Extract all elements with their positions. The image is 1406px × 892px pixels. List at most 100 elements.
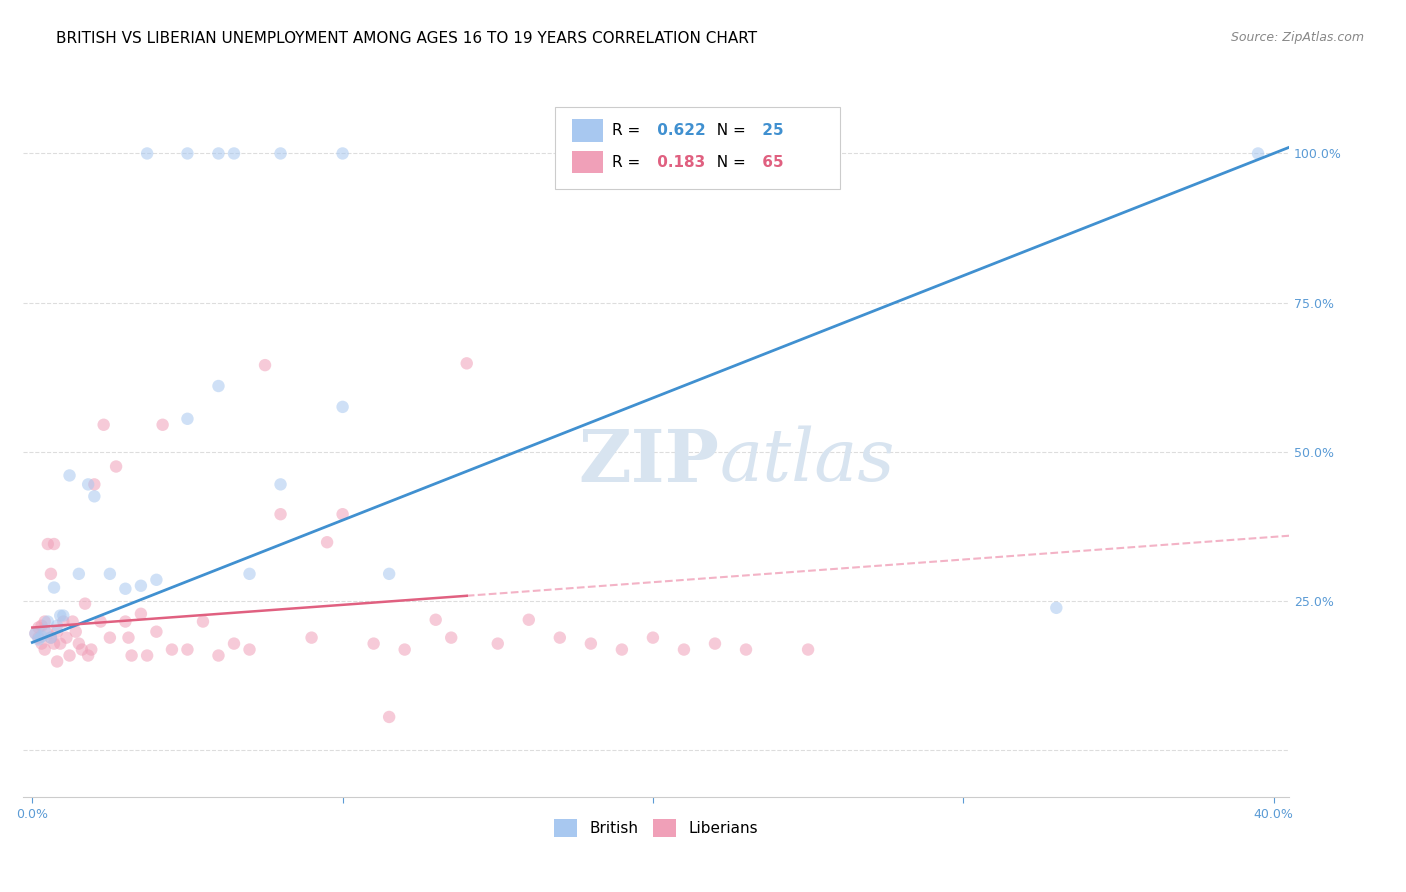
FancyBboxPatch shape xyxy=(555,107,839,189)
Point xyxy=(55,631,77,645)
Point xyxy=(735,642,758,657)
Point xyxy=(238,642,260,657)
Point xyxy=(67,637,90,651)
Point xyxy=(704,637,727,651)
Point xyxy=(301,631,323,645)
Point xyxy=(425,613,447,627)
Point xyxy=(58,468,80,483)
Text: R =: R = xyxy=(612,154,640,169)
Point xyxy=(332,400,354,414)
Point xyxy=(129,579,152,593)
Point xyxy=(42,581,65,595)
Point xyxy=(80,642,103,657)
Point xyxy=(46,655,69,669)
Text: 0.183: 0.183 xyxy=(652,154,706,169)
Text: 65: 65 xyxy=(758,154,785,169)
Point xyxy=(52,608,75,623)
Point xyxy=(270,146,292,161)
Point xyxy=(394,642,416,657)
Point xyxy=(332,146,354,161)
Point xyxy=(222,637,245,651)
Text: BRITISH VS LIBERIAN UNEMPLOYMENT AMONG AGES 16 TO 19 YEARS CORRELATION CHART: BRITISH VS LIBERIAN UNEMPLOYMENT AMONG A… xyxy=(56,31,758,46)
Point xyxy=(67,566,90,581)
Point xyxy=(39,631,62,645)
Point xyxy=(207,648,229,663)
Point xyxy=(24,626,46,640)
Point xyxy=(34,624,56,638)
Point xyxy=(145,573,167,587)
Point xyxy=(37,626,59,640)
Point xyxy=(37,537,59,551)
Text: R =: R = xyxy=(612,123,640,138)
Point xyxy=(98,566,121,581)
Point xyxy=(222,146,245,161)
Point xyxy=(332,507,354,521)
Point xyxy=(46,624,69,639)
Point xyxy=(34,642,56,657)
Point xyxy=(191,615,214,629)
Point xyxy=(456,356,478,370)
Point xyxy=(253,358,276,372)
Point xyxy=(378,566,401,581)
Text: N =: N = xyxy=(707,123,745,138)
Point xyxy=(58,648,80,663)
Text: Source: ZipAtlas.com: Source: ZipAtlas.com xyxy=(1230,31,1364,45)
Point xyxy=(24,626,46,640)
Point xyxy=(145,624,167,639)
Point xyxy=(77,648,100,663)
Point xyxy=(34,615,56,629)
Point xyxy=(83,489,105,503)
Point xyxy=(363,637,385,651)
FancyBboxPatch shape xyxy=(572,151,603,173)
Point xyxy=(73,597,96,611)
Point xyxy=(27,620,49,634)
Point xyxy=(62,615,84,629)
Point xyxy=(270,507,292,521)
Point xyxy=(176,412,198,426)
Point xyxy=(176,642,198,657)
Point xyxy=(39,566,62,581)
Point xyxy=(238,566,260,581)
Point xyxy=(114,615,136,629)
Point xyxy=(207,379,229,393)
Point xyxy=(93,417,115,432)
Point xyxy=(121,648,143,663)
Text: N =: N = xyxy=(707,154,745,169)
Point xyxy=(49,637,72,651)
Point xyxy=(90,615,112,629)
Point xyxy=(316,535,339,549)
Point xyxy=(65,624,87,639)
Point xyxy=(31,618,53,632)
Point xyxy=(610,642,633,657)
Point xyxy=(42,637,65,651)
Text: 0.622: 0.622 xyxy=(652,123,706,138)
Text: atlas: atlas xyxy=(720,425,894,497)
Point xyxy=(27,631,49,645)
FancyBboxPatch shape xyxy=(572,120,603,142)
Point xyxy=(49,608,72,623)
Point xyxy=(42,537,65,551)
Point xyxy=(797,642,820,657)
Point xyxy=(672,642,695,657)
Point xyxy=(136,648,159,663)
Point xyxy=(136,146,159,161)
Point xyxy=(152,417,174,432)
Point xyxy=(579,637,602,651)
Point xyxy=(486,637,509,651)
Point xyxy=(105,459,128,474)
Point xyxy=(83,477,105,491)
Point xyxy=(70,642,93,657)
Point xyxy=(176,146,198,161)
Legend: British, Liberians: British, Liberians xyxy=(548,813,765,844)
Text: ZIP: ZIP xyxy=(578,425,720,497)
Point xyxy=(27,632,49,647)
Point xyxy=(1247,146,1270,161)
Point xyxy=(98,631,121,645)
Point xyxy=(77,477,100,491)
Point xyxy=(114,582,136,596)
Point xyxy=(517,613,540,627)
Point xyxy=(160,642,183,657)
Point xyxy=(31,637,53,651)
Point xyxy=(39,631,62,645)
Point xyxy=(641,631,664,645)
